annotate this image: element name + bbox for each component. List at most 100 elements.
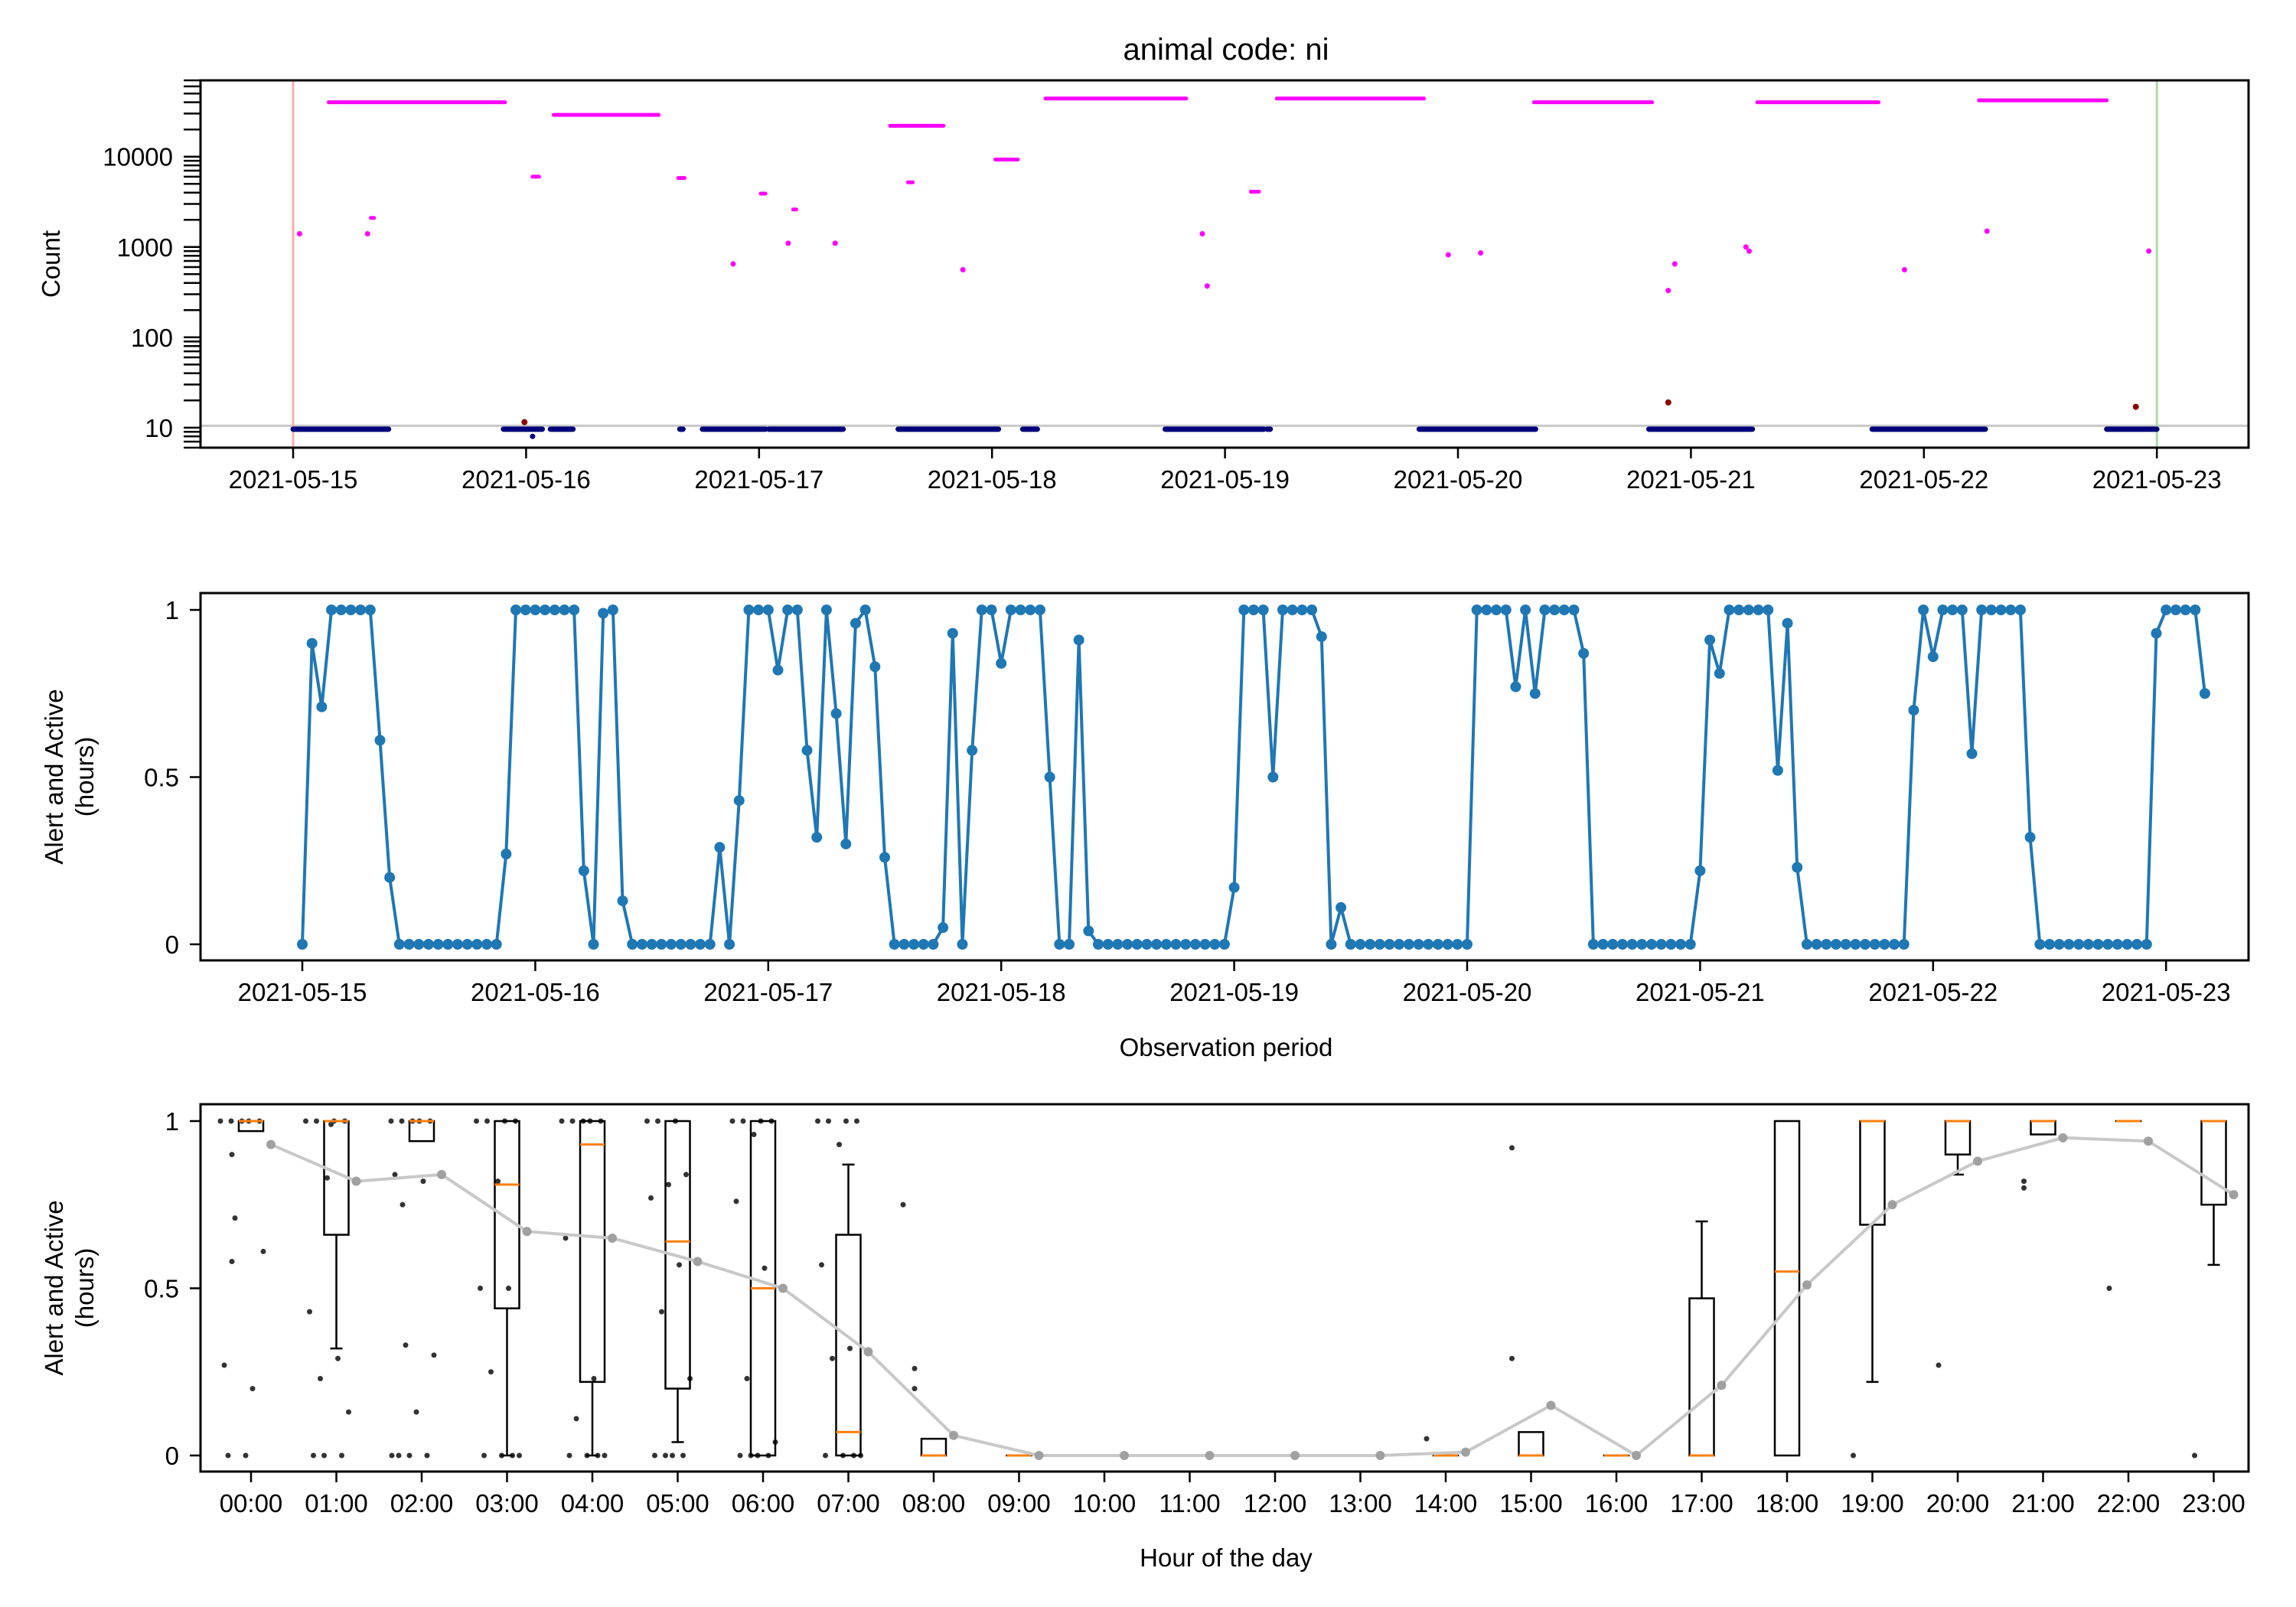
alert-active-point — [1889, 939, 1900, 950]
raw-value-point — [847, 1345, 853, 1351]
alert-active-point — [1626, 939, 1638, 950]
box-1700 — [1688, 1220, 1715, 1457]
alert-active-point — [1782, 618, 1793, 629]
alert-active-point — [2180, 605, 2191, 615]
hourly-mean-point — [863, 1347, 873, 1357]
x-tick-label: 2021-05-23 — [2102, 978, 2231, 1006]
alert-active-point — [510, 605, 522, 615]
alert-active-point — [1491, 605, 1502, 615]
high-count-point — [1743, 244, 1749, 250]
alert-active-point — [471, 939, 483, 950]
high-count-point — [1445, 252, 1451, 258]
y-axis-label-group: Alert and Active (hours) — [40, 689, 99, 864]
hourly-mean-point — [1375, 1451, 1385, 1460]
alert-active-point — [1093, 939, 1104, 950]
alert-active-point — [820, 605, 832, 615]
y-tick-label: 0.5 — [144, 1275, 179, 1303]
alert-active-point — [996, 657, 1007, 669]
high-count-point — [1901, 266, 1907, 272]
x-tick-label: 13:00 — [1329, 1489, 1392, 1517]
high-count-point — [2146, 248, 2152, 254]
alert-active-point — [646, 939, 657, 950]
alert-active-point — [617, 895, 628, 907]
alert-active-point — [899, 939, 910, 950]
raw-value-point — [335, 1355, 341, 1361]
low-count-point — [530, 433, 536, 439]
x-tick-label: 2021-05-17 — [694, 465, 823, 494]
dark-red-point — [2132, 403, 2139, 410]
raw-value-point — [655, 1118, 660, 1124]
hourly-boxplot-panel: 0 0.5 1 00:00 01:00 02:00 03:00 04:00 05:00 06:00… — [40, 1103, 2250, 1572]
raw-value-point — [225, 1452, 231, 1459]
raw-value-point — [823, 1452, 828, 1459]
alert-active-point — [530, 605, 541, 615]
alert-active-point — [355, 605, 367, 615]
alert-active-point — [2141, 939, 2152, 950]
alert-active-point — [1054, 939, 1065, 950]
outlier-point — [1509, 1145, 1515, 1151]
x-tick-label: 02:00 — [390, 1489, 454, 1517]
alert-active-point — [297, 939, 308, 950]
alert-active-point — [452, 939, 463, 950]
raw-value-point — [217, 1118, 223, 1124]
box-0300 — [494, 1120, 520, 1457]
high-count-point — [1478, 249, 1484, 256]
x-tick-label: 22:00 — [2097, 1489, 2161, 1517]
outlier-point — [2021, 1178, 2027, 1185]
hourly-mean-point — [1632, 1451, 1641, 1460]
x-tick-label: 12:00 — [1244, 1489, 1307, 1517]
x-axis-label: Hour of the day — [1140, 1543, 1313, 1572]
alert-active-point — [1908, 705, 1919, 716]
y-tick-label: 10000 — [103, 143, 173, 171]
raw-value-point — [420, 1178, 426, 1185]
alert-active-point — [695, 939, 706, 950]
box-2100 — [2030, 1120, 2056, 1136]
high-count-point — [960, 266, 966, 272]
box-0800 — [920, 1437, 947, 1457]
raw-value-point — [495, 1178, 501, 1185]
x-tick-label: 15:00 — [1499, 1489, 1563, 1517]
alert-active-point — [801, 745, 813, 756]
alert-active-point — [957, 939, 968, 950]
raw-value-point — [328, 1121, 334, 1127]
alert-active-point — [413, 939, 425, 950]
alert-active-point — [1287, 605, 1298, 615]
high-count-point — [1746, 248, 1752, 254]
alert-active-point — [1539, 605, 1551, 615]
dark-red-point — [1665, 399, 1671, 406]
alert-active-point — [2199, 688, 2210, 699]
hourly-mean-point — [608, 1233, 617, 1243]
alert-active-point — [374, 735, 386, 746]
alert-active-point — [2092, 939, 2104, 950]
alert-active-point — [1655, 939, 1667, 950]
alert-active-point — [1151, 939, 1163, 950]
alert-active-point — [1160, 939, 1172, 950]
alert-active-point — [2034, 939, 2046, 950]
raw-value-point — [659, 1309, 664, 1315]
alert-active-point — [2170, 605, 2181, 615]
alert-active-point — [1684, 939, 1696, 950]
box-2300 — [2200, 1120, 2227, 1266]
hourly-mean-point — [351, 1176, 361, 1186]
alert-active-point — [520, 605, 531, 615]
x-tick-label: 2021-05-21 — [1636, 978, 1765, 1006]
alert-active-point — [1481, 605, 1492, 615]
raw-value-point — [677, 1262, 682, 1268]
alert-active-point — [1645, 939, 1657, 950]
alert-active-point — [762, 605, 774, 615]
raw-value-point — [683, 1172, 689, 1178]
alert-active-point — [1326, 939, 1337, 950]
raw-value-point — [260, 1248, 266, 1254]
alert-active-point — [1947, 605, 1958, 615]
raw-value-point — [396, 1452, 402, 1459]
raw-value-point — [648, 1195, 654, 1201]
x-tick-label: 07:00 — [817, 1489, 880, 1517]
raw-value-point — [737, 1452, 743, 1459]
raw-value-point — [569, 1118, 576, 1124]
x-tick-label: 05:00 — [646, 1489, 709, 1517]
alert-active-point — [1549, 605, 1561, 615]
x-tick-label: 2021-05-18 — [928, 465, 1057, 494]
alert-active-point — [967, 745, 978, 756]
alert-active-point — [2053, 939, 2065, 950]
